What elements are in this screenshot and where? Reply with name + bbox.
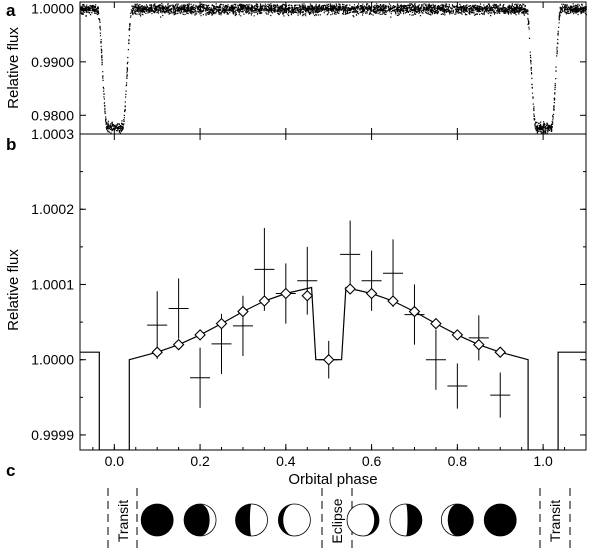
planet-outline xyxy=(346,503,380,537)
model-diamond-marker xyxy=(322,353,335,366)
panel-b-ytick-label: 1.0003 xyxy=(31,126,74,142)
panel-b-xtick-label: 0.0 xyxy=(105,453,125,469)
planet-lit-portion xyxy=(441,504,458,536)
model-diamond-marker xyxy=(151,346,163,358)
planet-outline xyxy=(183,503,217,537)
panel-c-phase-diagram: Transit Eclipse Transit xyxy=(107,488,571,552)
planet-outline xyxy=(483,503,517,537)
planet-outline xyxy=(389,503,423,537)
panel-b-y-axis: 1.0003 1.0002 1.0001 1.0000 0.9999 xyxy=(31,126,586,443)
model-diamond-marker xyxy=(430,317,442,330)
model-diamond-marker xyxy=(194,329,206,341)
observation-point xyxy=(190,347,211,408)
panel-a-ytick-label: 0.9800 xyxy=(31,107,74,123)
panel-b-x-axis: 0.0 0.2 0.4 0.6 0.8 1.0 xyxy=(92,134,566,469)
eclipse-label: Eclipse xyxy=(329,498,345,543)
observation-point xyxy=(425,329,446,390)
panel-letter-b: b xyxy=(6,135,16,154)
observation-point xyxy=(232,295,253,356)
model-diamond-marker xyxy=(280,287,292,300)
panel-b-xtick-label: 0.8 xyxy=(448,453,468,469)
panel-a-lightcurve-points xyxy=(80,3,587,134)
panel-letter-a: a xyxy=(6,1,16,20)
panel-b-x-label: Orbital phase xyxy=(288,471,377,488)
model-diamond-marker xyxy=(258,295,271,307)
planet-phase-icon xyxy=(235,503,268,537)
panel-b-frame xyxy=(79,133,587,451)
planet-outline xyxy=(235,503,268,537)
planet-outline xyxy=(278,503,311,537)
observation-point xyxy=(490,372,511,418)
model-diamond-marker xyxy=(408,305,421,318)
planet-outline xyxy=(440,503,474,537)
planet-outline xyxy=(140,503,174,537)
observation-point xyxy=(297,246,318,315)
model-diamond-marker xyxy=(301,289,314,302)
planet-phase-icon xyxy=(346,503,380,537)
planet-phase-icon xyxy=(440,503,474,537)
observation-point xyxy=(361,250,382,311)
model-diamond-marker xyxy=(344,283,356,295)
panel-a: 1.0000 0.9900 0.9800 Relative flux xyxy=(5,0,587,135)
panel-a-ytick-label: 0.9900 xyxy=(31,54,74,70)
planet-phase-icons xyxy=(140,503,517,537)
panel-b-xtick-label: 0.6 xyxy=(362,453,382,469)
model-diamond-marker xyxy=(215,317,228,330)
planet-dark-disc xyxy=(441,504,474,536)
model-diamond-marker xyxy=(365,287,378,300)
planet-phase-icon xyxy=(278,503,311,537)
model-diamond-marker xyxy=(494,346,507,358)
model-diamond-marker xyxy=(473,338,485,351)
planet-lit-portion xyxy=(249,504,268,536)
transit-label-left: Transit xyxy=(115,500,131,542)
model-diamond-marker xyxy=(451,329,464,341)
model-diamond-marker xyxy=(237,305,249,318)
planet-dark-disc xyxy=(141,504,174,536)
observation-point xyxy=(468,315,489,361)
planet-phase-icon xyxy=(483,503,517,537)
transit-label-right: Transit xyxy=(547,500,563,542)
panel-b-plot-area xyxy=(80,220,586,450)
planet-lit-portion xyxy=(389,504,408,536)
panel-b-ytick-label: 1.0001 xyxy=(31,276,74,292)
model-diamond-marker xyxy=(172,338,185,351)
panel-b-ytick-label: 0.9999 xyxy=(31,427,74,443)
planet-lit-portion xyxy=(347,504,375,536)
model-diamond-marker xyxy=(387,295,399,307)
panel-letter-c: c xyxy=(6,461,15,480)
observation-point xyxy=(340,220,361,289)
model-curve-line xyxy=(80,286,586,450)
observation-point xyxy=(447,363,468,409)
lightcurve-scatter-points xyxy=(80,3,587,134)
panel-b-ytick-label: 1.0000 xyxy=(31,352,74,368)
panel-a-ytick-label: 1.0000 xyxy=(31,0,74,16)
panel-b: 1.0003 1.0002 1.0001 1.0000 0.9999 0.0 0.2 0.4… xyxy=(5,126,587,488)
planet-dark-disc xyxy=(184,504,217,536)
panel-a-y-axis: 1.0000 0.9900 0.9800 xyxy=(31,0,586,134)
planet-dark-disc xyxy=(484,504,517,536)
planet-phase-icon xyxy=(140,503,174,537)
panel-b-xtick-label: 0.2 xyxy=(190,453,210,469)
planet-phase-icon xyxy=(389,503,423,537)
panel-b-y-label: Relative flux xyxy=(5,249,22,331)
panel-a-y-label: Relative flux xyxy=(5,27,22,109)
planet-phase-icon xyxy=(183,503,217,537)
planet-lit-portion xyxy=(200,504,217,536)
panel-b-xtick-label: 0.4 xyxy=(276,453,296,469)
planet-lit-portion xyxy=(283,504,311,536)
panel-b-ytick-label: 1.0002 xyxy=(31,201,74,217)
panel-a-frame xyxy=(79,1,587,135)
observation-point xyxy=(168,278,189,339)
panel-b-xtick-label: 1.0 xyxy=(533,453,553,469)
panel-b-clipped-content xyxy=(80,220,586,450)
